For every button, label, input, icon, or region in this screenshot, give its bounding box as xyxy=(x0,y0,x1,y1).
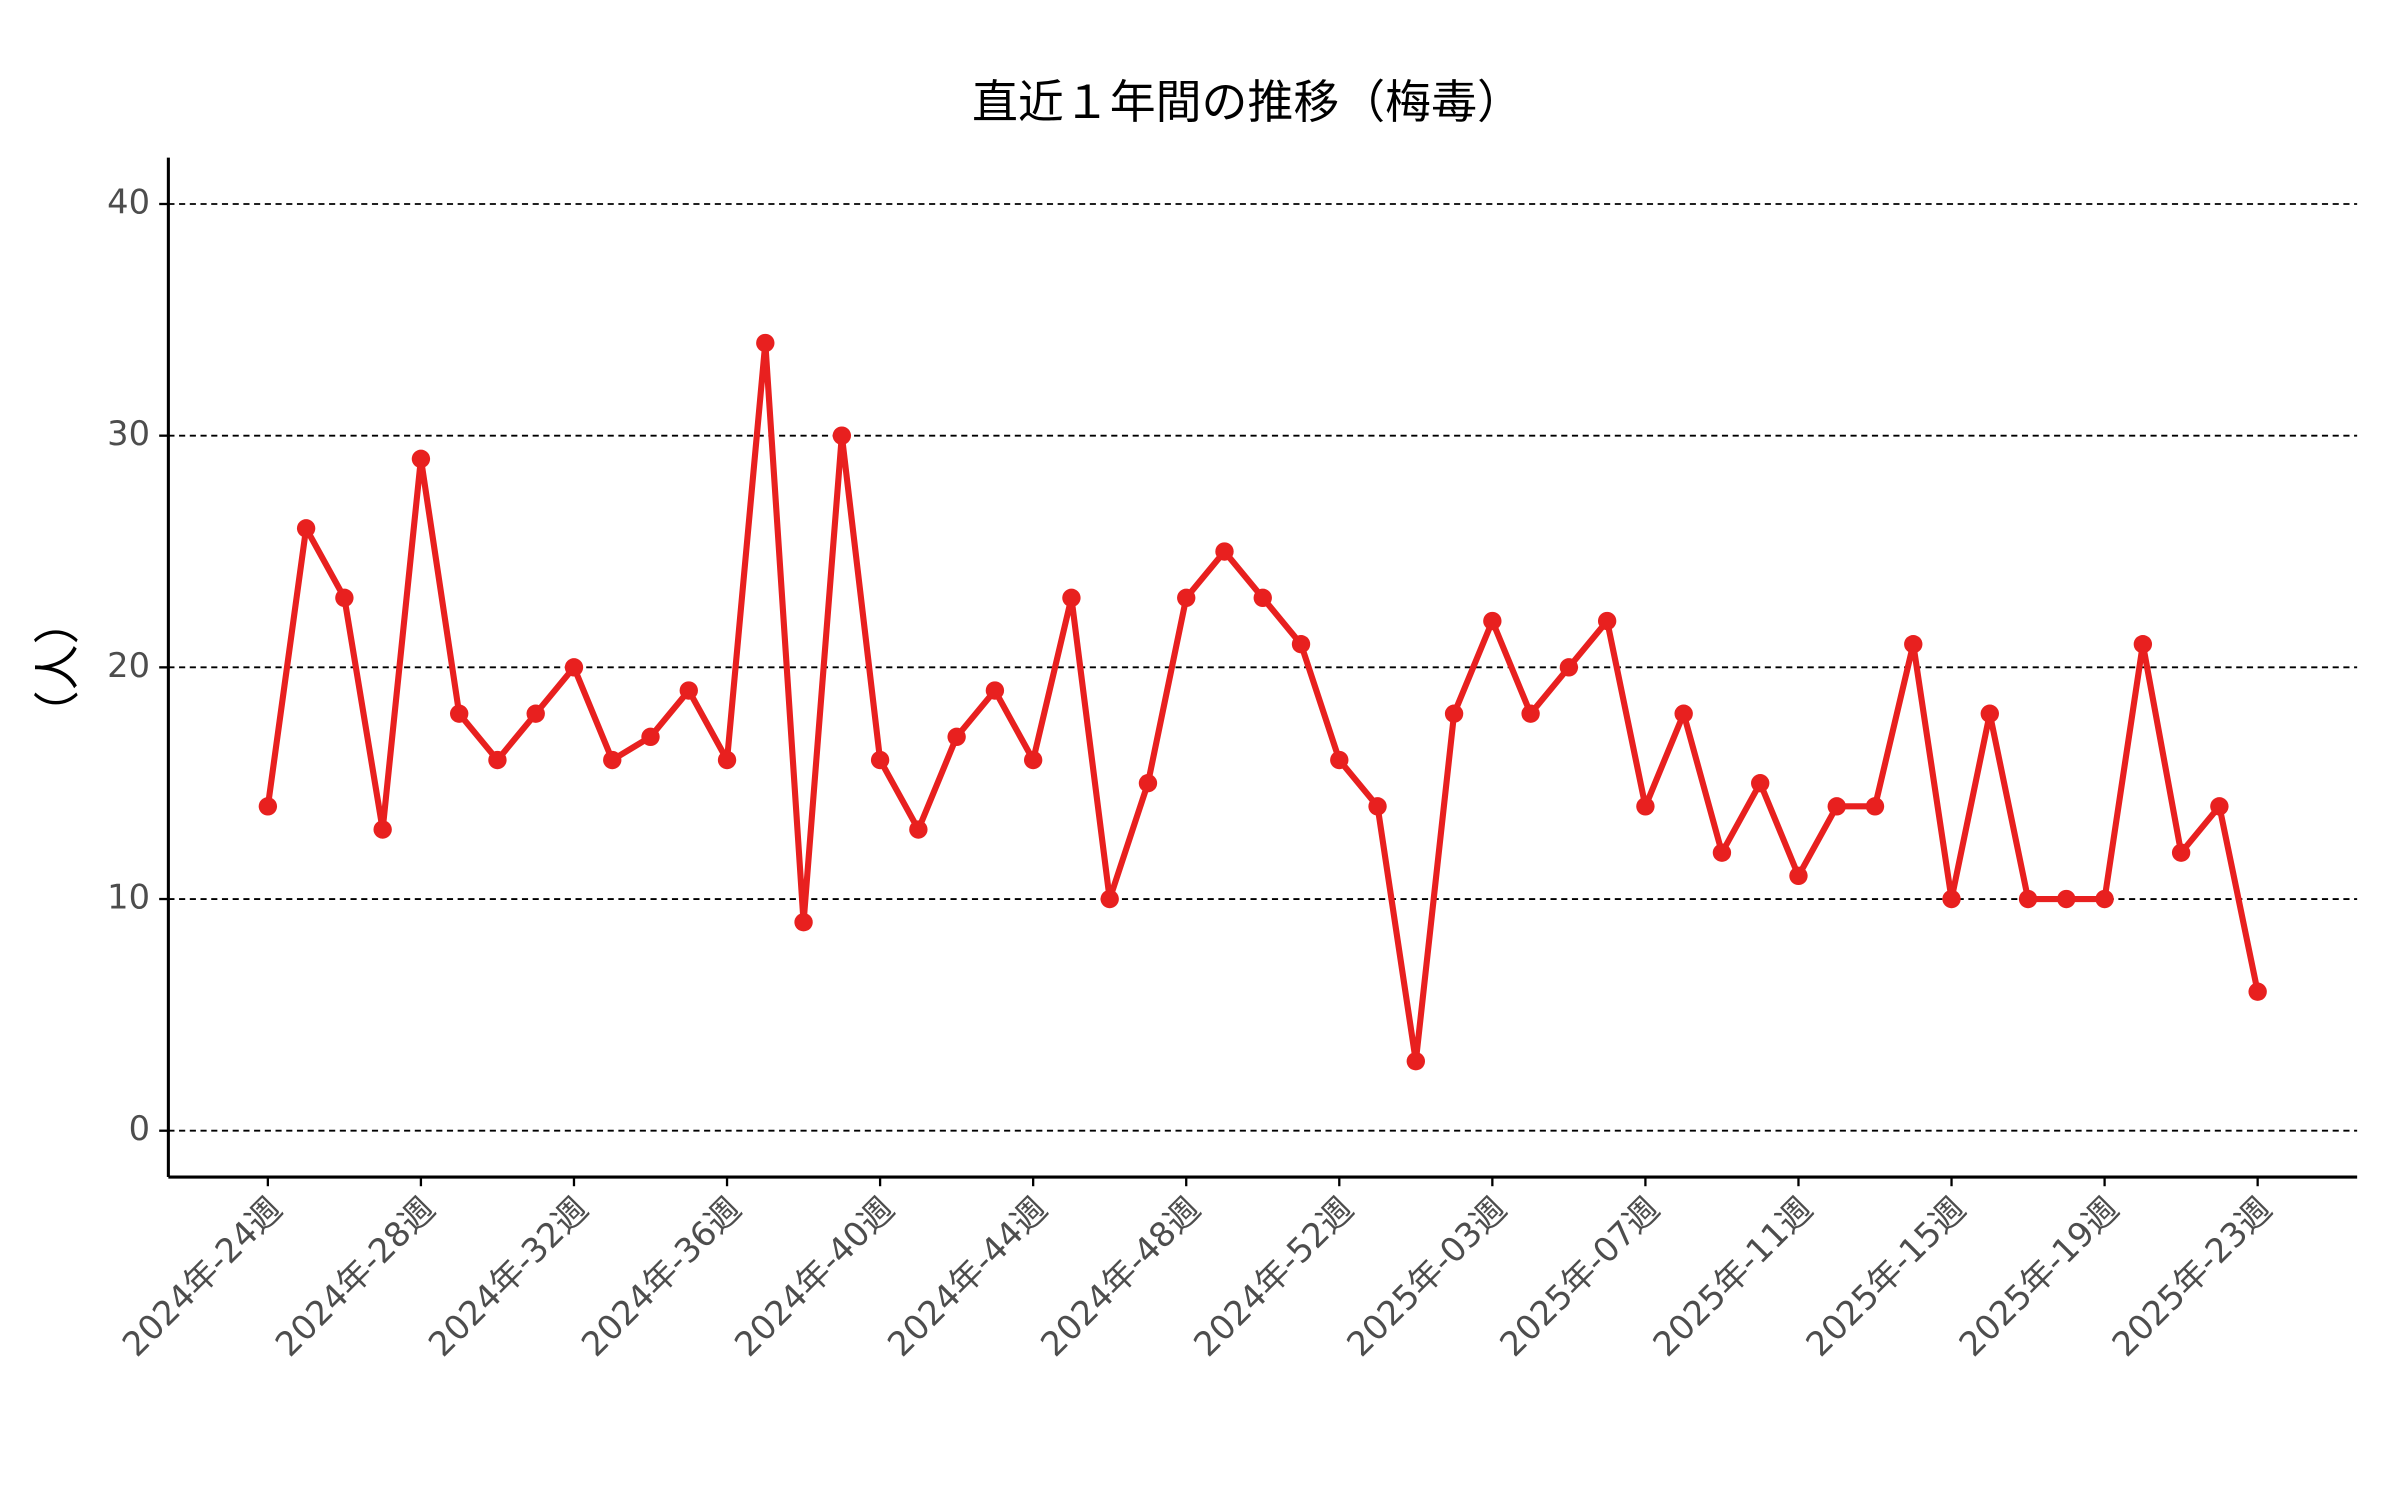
point xyxy=(1980,704,1999,723)
point xyxy=(296,519,316,538)
point xyxy=(641,727,660,747)
point xyxy=(1674,704,1693,723)
y-tick-label: 20 xyxy=(107,646,150,685)
point xyxy=(794,913,813,932)
x-tick-label: 2024年-40週 xyxy=(727,1189,902,1364)
point xyxy=(258,797,278,816)
x-tick-label: 2024年-24週 xyxy=(115,1189,290,1364)
point xyxy=(1177,588,1196,608)
point xyxy=(564,658,584,677)
point xyxy=(1559,658,1579,677)
x-tick-label: 2024年-48週 xyxy=(1033,1189,1208,1364)
point xyxy=(1444,704,1464,723)
y-axis-label: （人） xyxy=(31,598,85,736)
point xyxy=(2018,889,2038,909)
point xyxy=(2057,889,2076,909)
point xyxy=(335,588,354,608)
point xyxy=(1827,797,1846,816)
point xyxy=(526,704,545,723)
point xyxy=(1904,634,1923,654)
x-tick-label: 2025年-23週 xyxy=(2105,1189,2280,1364)
point xyxy=(1483,611,1502,631)
x-tick-label: 2024年-52週 xyxy=(1186,1189,1361,1364)
point xyxy=(1100,889,1119,909)
point xyxy=(1330,750,1349,770)
y-tick-label: 10 xyxy=(107,878,150,917)
point xyxy=(1751,774,1770,793)
x-tick-label: 2024年-36週 xyxy=(574,1189,749,1364)
point xyxy=(832,426,852,445)
point xyxy=(947,727,966,747)
y-tick-label: 40 xyxy=(107,182,150,221)
point xyxy=(1636,797,1655,816)
point xyxy=(1597,611,1617,631)
point xyxy=(909,820,928,839)
point xyxy=(2133,634,2153,654)
x-tick-label: 2024年-44週 xyxy=(880,1189,1055,1364)
point xyxy=(2210,797,2229,816)
point xyxy=(985,681,1005,700)
x-tick-label: 2024年-28週 xyxy=(268,1189,443,1364)
point xyxy=(870,750,890,770)
point xyxy=(2095,889,2114,909)
point xyxy=(411,449,431,469)
line xyxy=(264,339,2261,1065)
point xyxy=(1062,588,1081,608)
x-tick-label: 2025年-11週 xyxy=(1645,1189,1820,1364)
point xyxy=(1368,797,1387,816)
point xyxy=(488,750,507,770)
point xyxy=(1023,750,1043,770)
point xyxy=(1138,774,1158,793)
y-tick-label: 30 xyxy=(107,414,150,453)
point xyxy=(373,820,392,839)
point xyxy=(1521,704,1540,723)
point xyxy=(717,750,737,770)
point xyxy=(1942,889,1961,909)
point xyxy=(2248,982,2267,1001)
x-tick-label: 2024年-32週 xyxy=(421,1189,596,1364)
point xyxy=(1253,588,1272,608)
point xyxy=(1215,542,1234,561)
x-tick-label: 2025年-15週 xyxy=(1798,1189,1973,1364)
chart-title: 直近１年間の推移（梅毒） xyxy=(972,75,1523,129)
point xyxy=(603,750,622,770)
point xyxy=(1406,1052,1425,1071)
point xyxy=(756,333,775,353)
y-tick-label: 0 xyxy=(129,1109,150,1148)
point xyxy=(1291,634,1311,654)
point xyxy=(1865,797,1885,816)
point xyxy=(1712,843,1732,862)
point xyxy=(450,704,469,723)
x-tick-label: 2025年-03週 xyxy=(1339,1189,1514,1364)
point xyxy=(2171,843,2191,862)
x-tick-label: 2025年-19週 xyxy=(1952,1189,2127,1364)
point xyxy=(679,681,698,700)
point xyxy=(1789,866,1808,886)
x-tick-label: 2025年-07週 xyxy=(1492,1189,1667,1364)
